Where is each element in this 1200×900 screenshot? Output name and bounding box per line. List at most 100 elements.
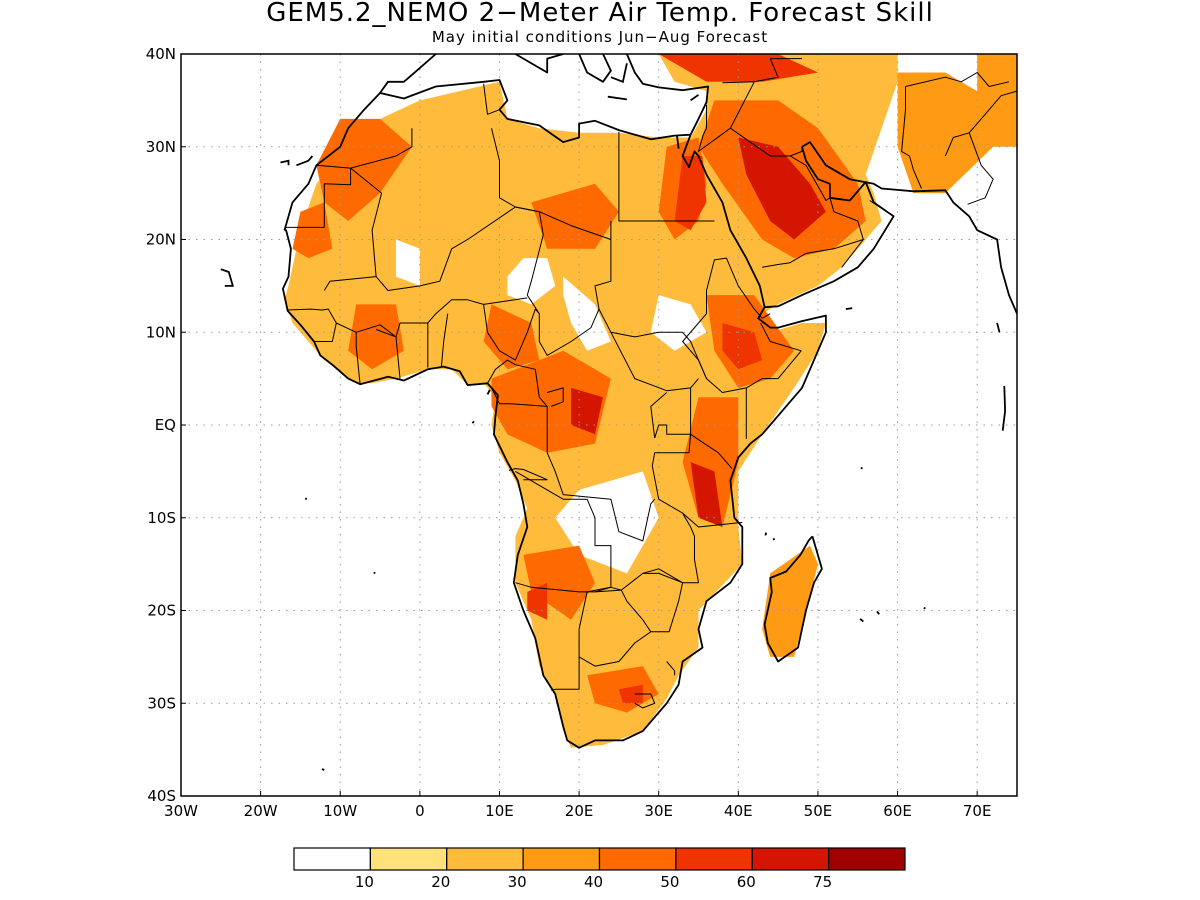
colorbar: 10 20 30 40 50 60 75 xyxy=(293,847,906,891)
colorbar-bin-0 xyxy=(293,847,371,871)
coastline-4 xyxy=(281,229,827,749)
lon-tick-label: 0 xyxy=(415,802,425,820)
country-border-14 xyxy=(642,424,699,584)
country-border-24 xyxy=(578,586,622,630)
country-border-46 xyxy=(761,313,771,319)
lat-tick-label: EQ xyxy=(155,416,176,434)
country-border-16 xyxy=(650,392,668,439)
lon-tick-label: 10W xyxy=(323,802,357,820)
country-border-39 xyxy=(762,155,864,268)
country-border-10 xyxy=(706,257,763,319)
coastline-8 xyxy=(578,54,612,83)
country-border-33 xyxy=(355,346,361,385)
country-border-15 xyxy=(682,512,743,528)
lon-tick-label: 20W xyxy=(244,802,278,820)
country-border-20 xyxy=(515,470,612,593)
island-2 xyxy=(220,268,234,287)
colorbar-bin-1 xyxy=(369,847,448,871)
skill-region-13 xyxy=(738,137,826,240)
country-border-47 xyxy=(869,200,894,217)
country-border-21 xyxy=(594,572,683,593)
lon-tick-label: 30W xyxy=(164,802,198,820)
country-border-44 xyxy=(967,132,994,205)
coastline-3 xyxy=(676,135,680,149)
island-3 xyxy=(373,571,376,575)
skill-region-18 xyxy=(690,462,723,527)
colorbar-bin-3 xyxy=(522,847,601,871)
country-border-30 xyxy=(440,313,449,367)
island-19 xyxy=(610,63,628,84)
country-border-25 xyxy=(578,631,652,667)
country-border-0 xyxy=(284,164,352,228)
island-6 xyxy=(486,389,491,395)
lat-tick-label: 40N xyxy=(146,45,176,63)
lat-tick-label: 30N xyxy=(146,138,176,156)
island-13 xyxy=(923,606,926,610)
map-subtitle: May initial conditions Jun−Aug Forecast xyxy=(431,28,769,46)
skill-region-21 xyxy=(483,304,540,370)
colorbar-label: 10 xyxy=(355,873,374,891)
island-17 xyxy=(690,94,700,102)
lon-tick-label: 10E xyxy=(485,802,514,820)
coastline-7 xyxy=(514,54,564,74)
country-border-18 xyxy=(491,387,656,542)
skill-region-29 xyxy=(897,72,994,194)
skill-region-6 xyxy=(396,239,420,286)
colorbar-label: 30 xyxy=(508,873,527,891)
country-border-5 xyxy=(515,206,612,240)
country-border-48 xyxy=(483,83,500,115)
country-border-32 xyxy=(356,324,397,338)
skill-region-4 xyxy=(650,295,707,351)
island-1 xyxy=(296,155,314,167)
skill-region-9 xyxy=(531,183,619,249)
country-border-34 xyxy=(314,322,337,342)
island-0 xyxy=(280,159,290,166)
lat-tick-label: 20S xyxy=(147,602,176,620)
country-border-9 xyxy=(610,332,699,392)
country-border-41 xyxy=(901,86,922,189)
country-border-23 xyxy=(551,629,580,691)
lon-tick-label: 20E xyxy=(565,802,594,820)
lat-tick-label: 20N xyxy=(146,231,176,249)
country-border-26 xyxy=(666,661,676,676)
island-18 xyxy=(607,95,628,101)
skill-region-3 xyxy=(555,471,659,574)
skill-region-23 xyxy=(523,545,595,620)
country-border-11 xyxy=(682,290,802,393)
colorbar-bin-4 xyxy=(598,847,677,871)
country-border-43 xyxy=(944,90,1017,157)
skill-shading-layer xyxy=(284,54,1017,748)
country-border-36 xyxy=(487,359,548,407)
lon-tick-label: 60E xyxy=(883,802,912,820)
skill-region-28 xyxy=(762,545,818,657)
island-14 xyxy=(1001,385,1007,431)
island-15 xyxy=(996,322,1001,333)
skill-region-8 xyxy=(292,202,333,259)
country-border-27 xyxy=(634,693,656,709)
coastline-5 xyxy=(763,535,823,663)
colorbar-label: 20 xyxy=(431,873,450,891)
colorbar-bin-2 xyxy=(446,847,524,871)
country-border-8 xyxy=(598,308,707,379)
lon-tick-label: 40E xyxy=(724,802,753,820)
country-border-17 xyxy=(547,387,564,407)
island-5 xyxy=(321,768,325,771)
lat-tick-label: 40S xyxy=(147,787,176,805)
borders-layer xyxy=(284,58,1017,709)
island-10 xyxy=(860,466,863,470)
island-7 xyxy=(471,420,475,424)
map-title: GEM5.2_NEMO 2−Meter Air Temp. Forecast S… xyxy=(266,0,934,28)
colorbar-label: 40 xyxy=(584,873,603,891)
skill-region-22 xyxy=(348,304,404,370)
country-border-3 xyxy=(350,128,413,169)
lon-tick-label: 30E xyxy=(644,802,673,820)
skill-region-16 xyxy=(722,323,763,370)
skill-region-11 xyxy=(674,156,707,231)
coastlines-layer xyxy=(220,54,1017,771)
lon-tick-label: 50E xyxy=(804,802,833,820)
country-border-2 xyxy=(375,206,540,291)
country-border-19 xyxy=(508,468,548,481)
colorbar-bin-7 xyxy=(828,847,906,871)
country-border-6 xyxy=(618,131,715,222)
